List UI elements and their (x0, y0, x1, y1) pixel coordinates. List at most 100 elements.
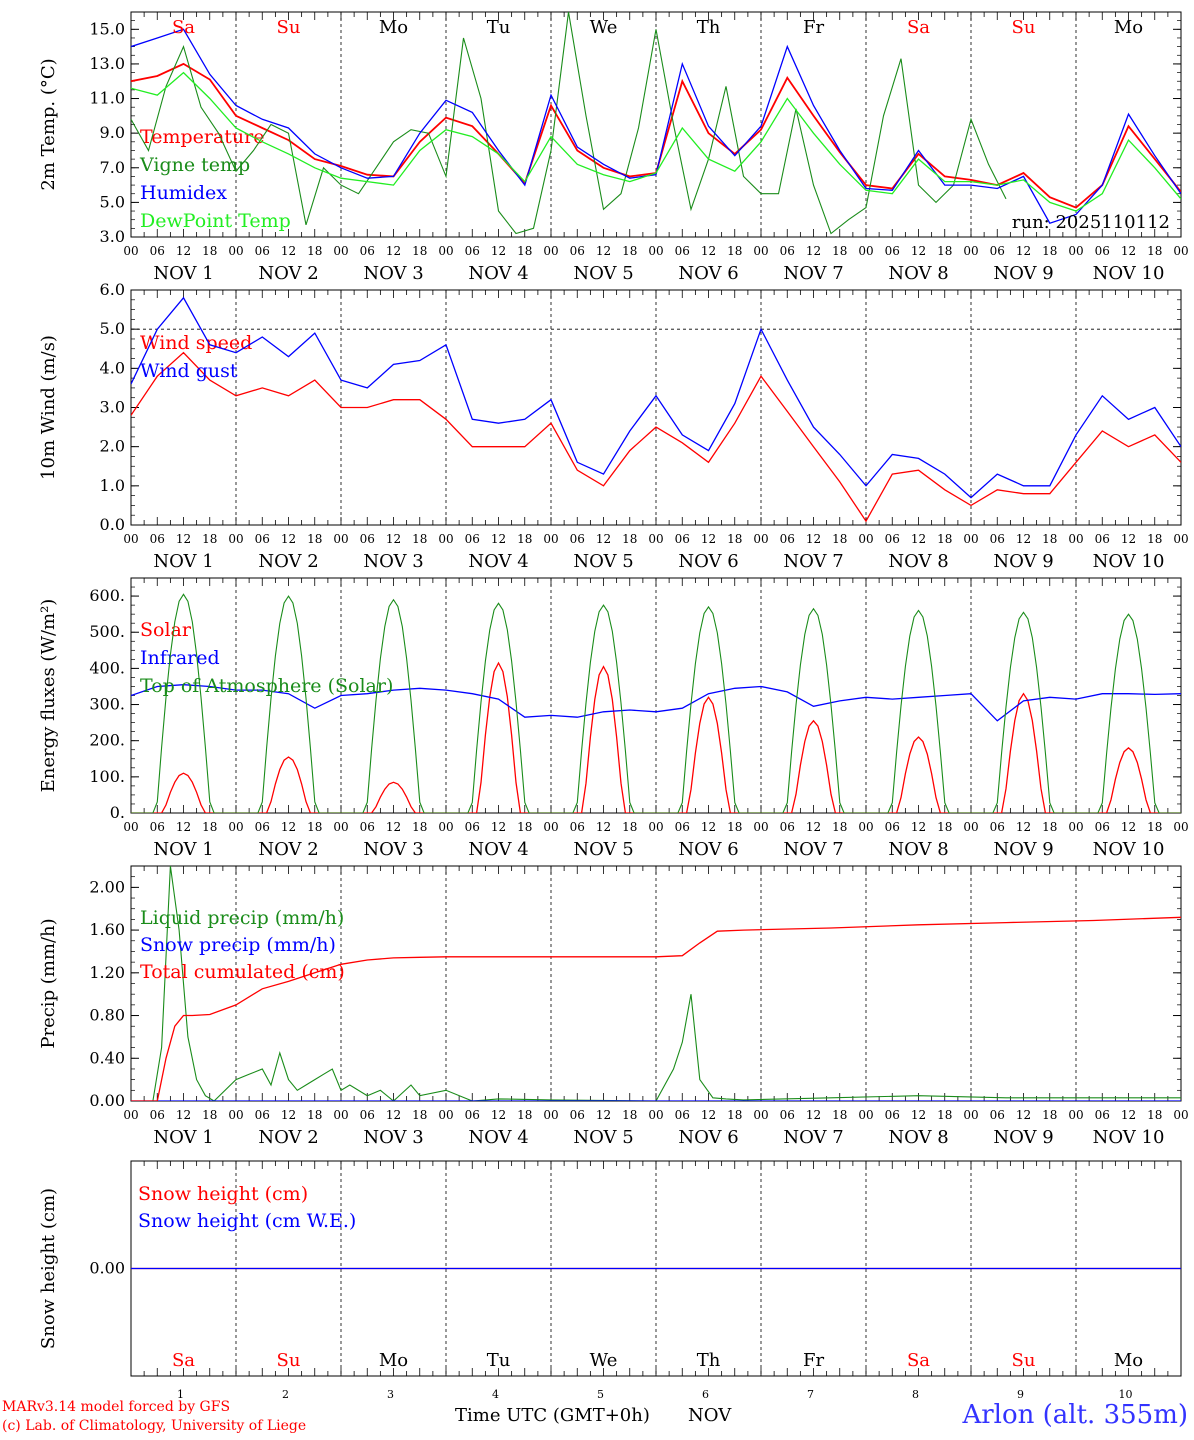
y-tick-label: 1.20 (89, 963, 125, 982)
hour-tick-label: 12 (806, 244, 821, 258)
hour-tick-label: 12 (176, 532, 191, 546)
hour-tick-label: 12 (386, 820, 401, 834)
y-tick-label: 6.0 (100, 280, 125, 299)
weekday-label: We (590, 1350, 618, 1371)
hour-tick-label: 12 (911, 820, 926, 834)
hour-tick-label: 00 (963, 820, 978, 834)
hour-tick-label: 18 (307, 820, 322, 834)
y-tick-label: 3.0 (100, 227, 125, 246)
hour-tick-label: 12 (176, 244, 191, 258)
series-line-humidex (131, 28, 1181, 224)
hour-tick-label: 12 (491, 820, 506, 834)
y-tick-label: 1.0 (100, 476, 125, 495)
hour-tick-label: 18 (622, 820, 637, 834)
hour-tick-label: 12 (1016, 244, 1031, 258)
date-label: NOV 10 (1093, 839, 1165, 860)
legend-entry: Wind speed (140, 332, 252, 354)
series-line-wind-gust (131, 296, 1181, 499)
y-tick-label: 11.0 (89, 89, 125, 108)
hour-tick-label: 12 (911, 244, 926, 258)
y-tick-label: 0.00 (89, 1259, 125, 1278)
hour-tick-label: 00 (858, 244, 873, 258)
hour-tick-label: 12 (806, 1108, 821, 1122)
panel-frame (130, 11, 1182, 238)
hour-tick-label: 00 (1173, 532, 1188, 546)
hour-tick-label: 18 (727, 244, 742, 258)
hour-tick-label: 18 (1042, 820, 1057, 834)
hour-tick-label: 18 (937, 820, 952, 834)
date-label: NOV 9 (993, 1127, 1053, 1148)
y-tick-label: 0.80 (89, 1006, 125, 1025)
y-tick-label: 0.00 (89, 1091, 125, 1110)
y-tick-label: 9.0 (100, 123, 125, 142)
date-label: NOV 6 (678, 839, 738, 860)
hour-tick-label: 06 (675, 1108, 690, 1122)
hour-tick-label: 00 (333, 244, 348, 258)
legend-entry: Humidex (140, 182, 227, 204)
x-axis-month: NOV (688, 1405, 732, 1426)
hour-tick-label: 00 (1068, 820, 1083, 834)
weekday-label: Th (697, 1350, 721, 1371)
hour-tick-label: 12 (386, 1108, 401, 1122)
hour-tick-label: 18 (517, 532, 532, 546)
hour-tick-label: 06 (1095, 1108, 1110, 1122)
hour-tick-label: 00 (333, 532, 348, 546)
hour-tick-label: 06 (990, 532, 1005, 546)
weekday-label: Sa (172, 17, 195, 38)
hour-tick-label: 12 (386, 244, 401, 258)
y-tick-label: 300. (89, 695, 125, 714)
day-number-label: 5 (597, 1388, 604, 1401)
hour-tick-label: 06 (885, 532, 900, 546)
y-tick-label: 200. (89, 731, 125, 750)
hour-tick-label: 12 (701, 532, 716, 546)
hour-tick-label: 18 (727, 532, 742, 546)
hour-tick-label: 06 (150, 532, 165, 546)
date-label: NOV 3 (363, 263, 423, 284)
hour-tick-label: 00 (543, 532, 558, 546)
date-label: NOV 10 (1093, 263, 1165, 284)
hour-tick-label: 12 (596, 532, 611, 546)
hour-tick-label: 18 (832, 532, 847, 546)
station-name: Arlon (alt. 355m) (962, 1400, 1188, 1430)
hour-tick-label: 00 (963, 1108, 978, 1122)
hour-tick-label: 12 (386, 532, 401, 546)
date-label: NOV 8 (888, 1127, 948, 1148)
hour-tick-label: 12 (281, 532, 296, 546)
hour-tick-label: 18 (727, 820, 742, 834)
hour-tick-label: 12 (806, 820, 821, 834)
hour-tick-label: 06 (255, 244, 270, 258)
hour-tick-label: 12 (596, 1108, 611, 1122)
hour-tick-label: 18 (937, 1108, 952, 1122)
date-label: NOV 10 (1093, 551, 1165, 572)
hour-tick-label: 12 (281, 1108, 296, 1122)
weekday-label: Sa (907, 1350, 930, 1371)
hour-tick-label: 18 (832, 1108, 847, 1122)
hour-tick-label: 06 (1095, 820, 1110, 834)
date-label: NOV 4 (468, 263, 528, 284)
hour-tick-label: 18 (1147, 532, 1162, 546)
weekday-label: Mo (1114, 17, 1143, 38)
date-label: NOV 7 (783, 551, 843, 572)
legend-entry: Temperature (140, 126, 264, 148)
hour-tick-label: 18 (1147, 820, 1162, 834)
series-line-liquid-precip-mm-h- (131, 866, 1181, 1101)
hour-tick-label: 18 (832, 244, 847, 258)
legend-entry: DewPoint Temp (140, 210, 291, 232)
hour-tick-label: 12 (1016, 1108, 1031, 1122)
date-label: NOV 6 (678, 1127, 738, 1148)
date-label: NOV 1 (153, 1127, 213, 1148)
weekday-label: Tu (487, 1350, 511, 1371)
legend-entry: Wind gust (140, 360, 238, 382)
hour-tick-label: 00 (648, 820, 663, 834)
hour-tick-label: 06 (360, 820, 375, 834)
y-tick-label: 5.0 (100, 319, 125, 338)
hour-tick-label: 06 (150, 244, 165, 258)
series-line-total-cumulated-cm- (131, 916, 1181, 1101)
hour-tick-label: 12 (491, 1108, 506, 1122)
hour-tick-label: 18 (202, 820, 217, 834)
hour-tick-label: 12 (1016, 820, 1031, 834)
y-tick-label: 4.0 (100, 358, 125, 377)
hour-tick-label: 00 (228, 532, 243, 546)
date-label: NOV 6 (678, 263, 738, 284)
